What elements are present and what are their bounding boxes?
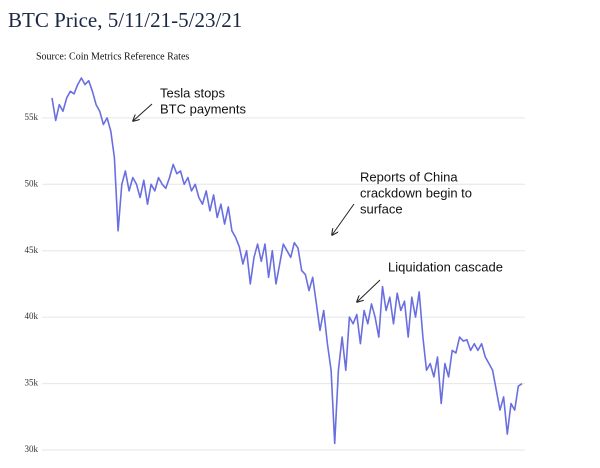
annotation-arrow bbox=[133, 103, 153, 121]
annotation: Liquidation cascade bbox=[388, 259, 503, 274]
annotation: Tesla stops bbox=[160, 85, 226, 100]
y-tick-label: 55k bbox=[25, 112, 39, 122]
annotation: BTC payments bbox=[160, 101, 246, 116]
annotation: crackdown begin to bbox=[360, 185, 472, 200]
y-tick-label: 45k bbox=[25, 245, 39, 255]
chart-title: BTC Price, 5/11/21-5/23/21 bbox=[8, 8, 242, 32]
y-tick-label: 40k bbox=[25, 311, 39, 321]
annotation: surface bbox=[360, 201, 403, 216]
y-tick-label: 35k bbox=[25, 378, 39, 388]
price-line bbox=[51, 77, 523, 445]
annotation-arrow bbox=[332, 203, 355, 235]
annotation: Reports of China bbox=[360, 169, 458, 184]
chart-subtitle: Source: Coin Metrics Reference Rates bbox=[36, 51, 189, 62]
annotation-arrow bbox=[357, 279, 381, 302]
y-tick-label: 50k bbox=[25, 178, 39, 188]
y-tick-label: 30k bbox=[25, 444, 39, 454]
